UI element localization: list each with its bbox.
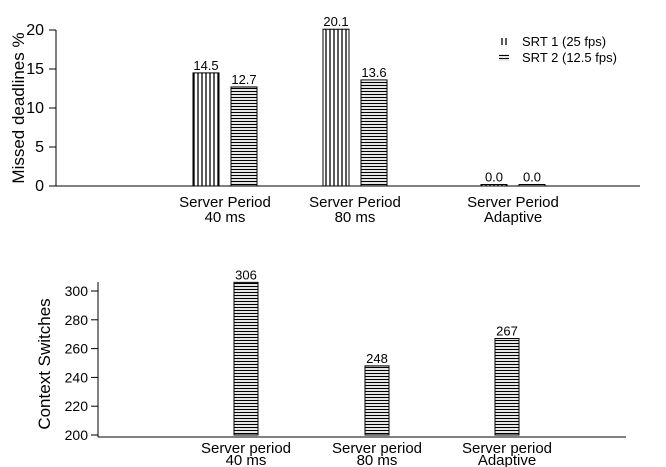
y-tick-label: 15 (26, 61, 44, 78)
x-tick-label-line2: Adaptive (478, 452, 536, 467)
y-tick-label: 200 (65, 427, 89, 443)
legend-label-srt1: SRT 1 (25 fps) (522, 34, 606, 49)
context-switches-chart: Context Switches 200 220 240 260 280 300 306 2… (35, 267, 626, 467)
bar-value-label: 14.5 (193, 58, 218, 73)
y-tick-label: 220 (65, 398, 89, 414)
bar-value-label: 267 (496, 324, 518, 339)
x-tick-label-line1: Server period (201, 440, 291, 457)
y-axis-label: Context Switches (35, 298, 54, 429)
y-tick-label: 20 (26, 22, 44, 39)
bar-value-label: 306 (235, 267, 257, 282)
y-tick-label: 0 (35, 178, 44, 195)
bar-labels: 14.5 20.1 0.0 12.7 13.6 0.0 (193, 14, 541, 184)
bars (192, 28, 546, 187)
bar-series2-cat3 (518, 184, 546, 187)
bar-cat1 (233, 281, 259, 436)
x-tick-label-line1: Server period (332, 440, 422, 457)
x-tick-label-line2: 40 ms (205, 209, 246, 226)
x-tick-label-line2: 80 ms (335, 209, 376, 226)
x-tick-label-line2: 80 ms (357, 452, 398, 467)
bar-series1-cat1 (192, 72, 220, 187)
y-axis-label: Missed deadlines % (9, 32, 28, 183)
x-tick-label-line2: 40 ms (226, 452, 267, 467)
legend-label-srt2: SRT 2 (12.5 fps) (522, 50, 617, 65)
y-tick-label: 5 (35, 139, 44, 156)
legend-swatch-srt2 (499, 54, 509, 61)
y-tick-label: 300 (65, 283, 89, 299)
legend-item-srt2: SRT 2 (12.5 fps) (499, 50, 617, 65)
bar-series2-cat1 (230, 86, 258, 187)
x-tick-label-line1: Server Period (179, 194, 271, 211)
legend-swatch-srt1 (500, 38, 509, 45)
legend-item-srt1: SRT 1 (25 fps) (500, 34, 606, 49)
x-tick-label-line1: Server Period (309, 194, 401, 211)
legend: SRT 1 (25 fps) SRT 2 (12.5 fps) (499, 34, 617, 65)
y-ticks: 200 220 240 260 280 300 (65, 283, 98, 443)
bar-value-label: 0.0 (485, 170, 503, 185)
x-tick-label-line2: Adaptive (484, 209, 542, 226)
y-ticks: 0 5 10 15 20 (26, 22, 56, 195)
bar-value-label: 12.7 (231, 72, 256, 87)
y-tick-label: 280 (65, 312, 89, 328)
bar-series2-cat2 (360, 79, 388, 187)
y-tick-label: 240 (65, 369, 89, 385)
x-tick-label-line1: Server Period (467, 194, 559, 211)
bar-cat3 (494, 338, 520, 436)
x-tick-label-line1: Server period (462, 440, 552, 457)
bar-value-label: 248 (366, 351, 388, 366)
y-tick-label: 260 (65, 341, 89, 357)
bar-cat2 (364, 365, 390, 436)
bar-series1-cat2 (322, 28, 350, 187)
bar-series1-cat3 (480, 184, 508, 187)
bar-labels: 306 248 267 (235, 267, 518, 366)
y-tick-label: 10 (26, 100, 44, 117)
bar-value-label: 20.1 (323, 14, 348, 29)
bar-value-label: 13.6 (361, 65, 386, 80)
bar-value-label: 0.0 (523, 170, 541, 185)
bars (233, 281, 520, 436)
